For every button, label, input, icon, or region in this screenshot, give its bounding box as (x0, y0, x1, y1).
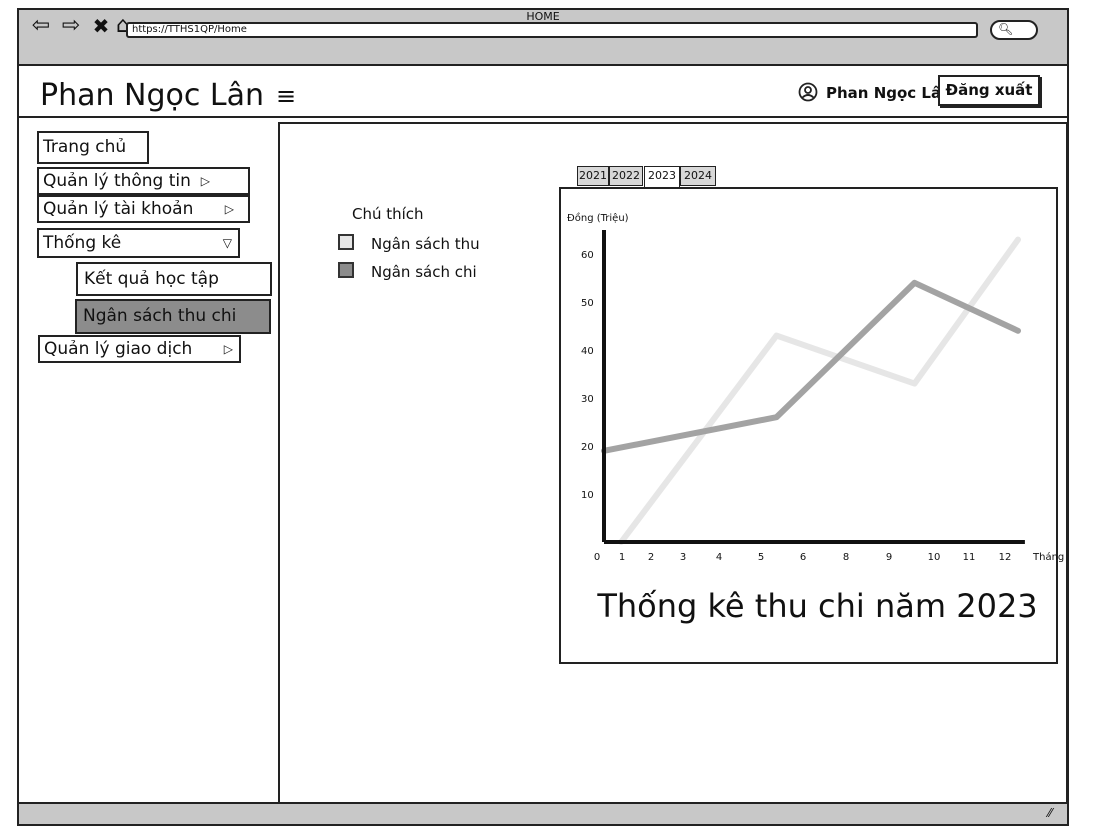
x-tick-label: 12 (999, 552, 1012, 563)
x-tick-label: 8 (843, 552, 849, 563)
series-line-1 (601, 279, 1021, 454)
sidebar-item-label: Kết quả học tập (84, 269, 219, 289)
legend-title: Chú thích (352, 205, 424, 223)
logout-button[interactable]: Đăng xuất (938, 75, 1040, 106)
header-divider (19, 116, 1067, 118)
y-tick-label: 60 (581, 250, 594, 261)
sidebar-item-transaction-management[interactable]: Quản lý giao dịch ▷ (38, 335, 241, 363)
brand-title: Phan Ngọc Lân (40, 78, 265, 113)
x-tick-label: 6 (800, 552, 806, 563)
sidebar-item-label: Ngân sách thu chi (83, 306, 237, 326)
series-line-0 (618, 236, 1021, 545)
sidebar-item-statistics[interactable]: Thống kê ▽ (37, 228, 240, 258)
sidebar-subitem-budget[interactable]: Ngân sách thu chi (75, 299, 271, 334)
x-tick-label: 10 (928, 552, 941, 563)
sidebar-item-label: Quản lý tài khoản (43, 199, 194, 219)
browser-titlebar: HOME (19, 10, 1067, 66)
y-tick-label: 20 (581, 442, 594, 453)
sidebar-item-label: Quản lý giao dịch (44, 339, 193, 359)
x-tick-label: 1 (619, 552, 625, 563)
y-tick-label: 30 (581, 394, 594, 405)
chart-title: Thống kê thu chi năm 2023 (597, 587, 1038, 625)
x-tick-label: 11 (963, 552, 976, 563)
x-tick-label: 4 (716, 552, 722, 563)
tab-2021[interactable]: 2021 (577, 166, 609, 186)
chart-panel (559, 187, 1058, 664)
user-name[interactable]: Phan Ngọc Lân (826, 84, 952, 102)
sidebar-item-account-management[interactable]: Quản lý tài khoản ▷ (37, 195, 250, 223)
tab-2024[interactable]: 2024 (680, 166, 716, 186)
sidebar-item-label: Quản lý thông tin (43, 171, 191, 191)
y-tick-label: 10 (581, 490, 594, 501)
forward-arrow-icon[interactable]: ⇨ (61, 13, 81, 38)
y-axis-label: Đồng (Triệu) (567, 212, 629, 224)
sidebar-subitem-study-results[interactable]: Kết quả học tập (76, 262, 272, 296)
chevron-right-icon: ▷ (224, 202, 234, 216)
search-icon: 🔍︎ (998, 22, 1014, 36)
chevron-down-icon: ▽ (222, 236, 232, 250)
sidebar-item-label: Trang chủ (43, 137, 127, 157)
user-icon (798, 82, 818, 102)
x-tick-label: 3 (680, 552, 686, 563)
x-tick-label: 0 (594, 552, 600, 563)
legend-label-income: Ngân sách thu (371, 235, 480, 253)
sidebar-item-home[interactable]: Trang chủ (37, 131, 149, 164)
y-tick-label: 50 (581, 298, 594, 309)
legend-swatch-income (338, 234, 354, 250)
resize-handle-icon[interactable]: ⁄⁄ (1048, 806, 1053, 820)
tab-2022[interactable]: 2022 (609, 166, 643, 186)
hamburger-menu-icon[interactable]: ≡ (276, 82, 297, 110)
chevron-right-icon: ▷ (223, 342, 233, 356)
sidebar-item-info-management[interactable]: Quản lý thông tin ▷ (37, 167, 250, 195)
x-tick-label: 2 (648, 552, 654, 563)
x-tick-label: 5 (758, 552, 764, 563)
legend-label-expense: Ngân sách chi (371, 263, 477, 281)
status-bar (19, 802, 1067, 824)
legend-swatch-expense (338, 262, 354, 278)
y-tick-label: 40 (581, 346, 594, 357)
search-button[interactable] (990, 20, 1038, 40)
tab-2023[interactable]: 2023 (644, 166, 680, 188)
x-tick-label: 9 (886, 552, 892, 563)
x-axis-label: Tháng (1032, 551, 1064, 563)
back-arrow-icon[interactable]: ⇦ (31, 13, 51, 38)
address-bar[interactable]: https://TTHS1QP/Home (126, 22, 978, 38)
close-icon[interactable]: ✖ (92, 14, 110, 38)
window-title: HOME (526, 10, 560, 23)
chevron-right-icon: ▷ (200, 174, 210, 188)
sidebar-item-label: Thống kê (43, 233, 122, 253)
